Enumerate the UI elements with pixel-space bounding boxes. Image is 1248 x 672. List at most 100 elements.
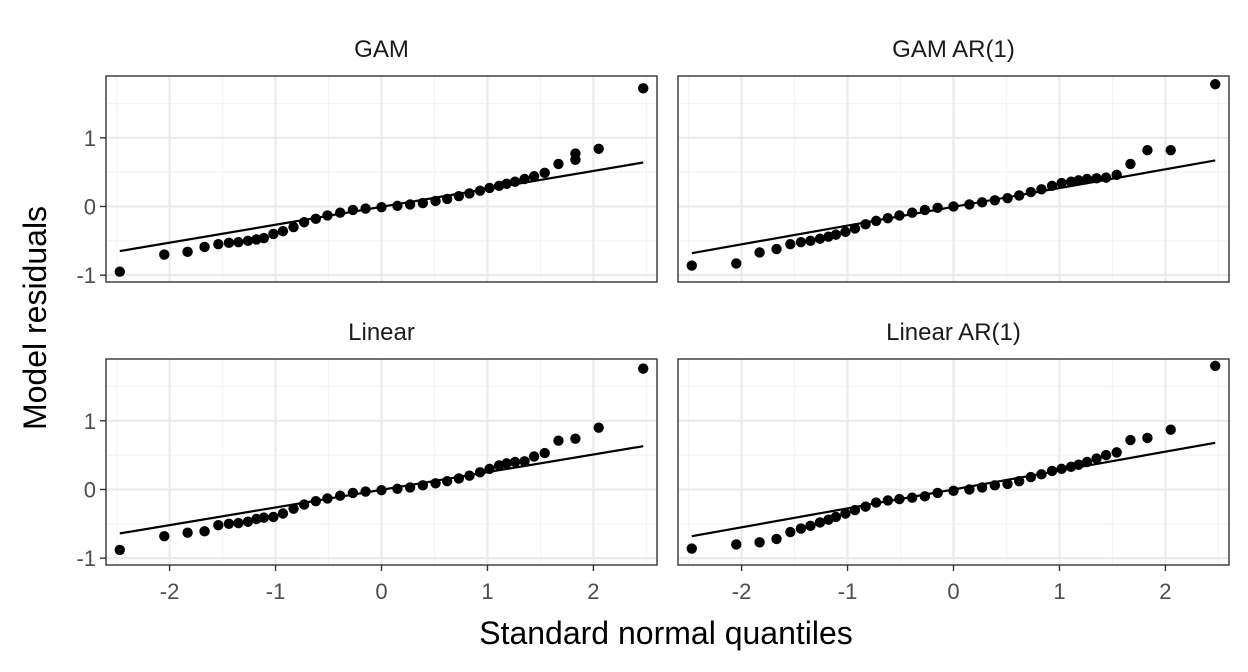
data-point: [114, 266, 125, 277]
data-point: [948, 201, 959, 212]
data-point: [223, 237, 235, 249]
data-point: [860, 501, 871, 512]
data-point: [334, 207, 346, 218]
data-point: [1002, 193, 1013, 204]
data-point: [417, 197, 429, 209]
data-point: [417, 480, 429, 491]
data-point: [199, 241, 210, 253]
data-point: [233, 517, 244, 529]
panel-border: [677, 75, 1230, 283]
data-point: [814, 517, 826, 528]
data-point: [453, 190, 465, 202]
data-point: [242, 235, 254, 246]
panel-4: Linear AR(1) -2 -1 0 1 2: [677, 319, 1230, 604]
data-point: [298, 499, 310, 510]
x-tick-label: -1: [266, 579, 286, 604]
data-point: [553, 158, 564, 170]
data-point: [268, 511, 279, 523]
data-point: [1125, 158, 1136, 170]
data-point: [976, 197, 988, 208]
data-point: [686, 543, 697, 554]
data-point: [570, 148, 581, 159]
data-point: [553, 435, 564, 446]
y-tick-label: 1: [84, 409, 96, 434]
data-point: [686, 260, 697, 271]
data-point: [1036, 469, 1047, 480]
data-point: [870, 215, 882, 227]
data-point: [593, 143, 604, 154]
data-point: [258, 512, 270, 523]
data-point: [1165, 144, 1176, 156]
data-point: [223, 518, 235, 529]
data-point: [501, 178, 512, 190]
data-point: [771, 243, 782, 255]
data-point: [501, 458, 512, 469]
x-tick-label: 2: [1159, 579, 1171, 604]
data-point: [376, 484, 387, 496]
data-point: [322, 210, 333, 221]
data-point: [1091, 173, 1102, 184]
data-point: [1142, 144, 1153, 156]
data-point: [1165, 424, 1176, 435]
data-point: [894, 210, 905, 221]
data-point: [1111, 447, 1122, 458]
data-point: [919, 204, 931, 216]
panel-title: Linear AR(1): [886, 319, 1021, 346]
data-point: [1100, 449, 1112, 461]
data-point: [1036, 184, 1047, 195]
data-point: [1025, 471, 1037, 483]
data-point: [114, 544, 125, 556]
data-point: [242, 516, 254, 527]
panel-title: GAM: [354, 36, 409, 63]
y-tick-label: -1: [76, 546, 96, 571]
data-point: [785, 526, 796, 538]
x-axis-title: Standard normal quantiles: [479, 615, 853, 651]
data-point: [464, 470, 475, 481]
data-point: [430, 195, 441, 207]
data-point: [182, 527, 193, 538]
data-point: [509, 456, 521, 468]
data-point: [989, 480, 1001, 491]
x-tick-label: 1: [1053, 579, 1065, 604]
data-point: [830, 511, 842, 523]
data-point: [1210, 360, 1221, 372]
data-point: [268, 228, 279, 240]
data-point: [360, 203, 371, 214]
data-point: [1111, 169, 1122, 181]
panel-1: GAM -1 0 1: [76, 36, 658, 288]
data-point: [840, 508, 851, 519]
data-point: [213, 239, 224, 250]
data-point: [1073, 175, 1084, 186]
data-point: [1073, 459, 1084, 470]
data-point: [814, 233, 826, 244]
y-axis-title: Model residuals: [17, 206, 53, 430]
data-point: [1046, 465, 1058, 477]
data-point: [474, 467, 486, 478]
y-tick-label: -1: [76, 263, 96, 288]
data-point: [882, 495, 894, 506]
data-point: [771, 533, 782, 545]
data-point: [785, 239, 796, 250]
data-point: [392, 483, 403, 494]
data-point: [347, 204, 359, 216]
x-tick-label: -2: [160, 579, 180, 604]
data-point: [1002, 478, 1013, 490]
data-point: [441, 193, 453, 205]
x-tick-label: 0: [947, 579, 959, 604]
data-point: [932, 202, 943, 214]
data-point: [509, 176, 521, 187]
data-point: [310, 213, 322, 225]
data-point: [404, 199, 416, 210]
data-point: [213, 519, 224, 531]
data-point: [964, 199, 975, 210]
x-tick-label: 1: [481, 579, 493, 604]
data-point: [882, 212, 894, 224]
data-point: [1025, 186, 1037, 198]
data-point: [754, 247, 765, 258]
data-point: [430, 478, 441, 489]
data-point: [1142, 432, 1153, 444]
data-point: [894, 493, 905, 505]
data-point: [849, 504, 861, 516]
y-tick-label: 0: [84, 194, 96, 219]
